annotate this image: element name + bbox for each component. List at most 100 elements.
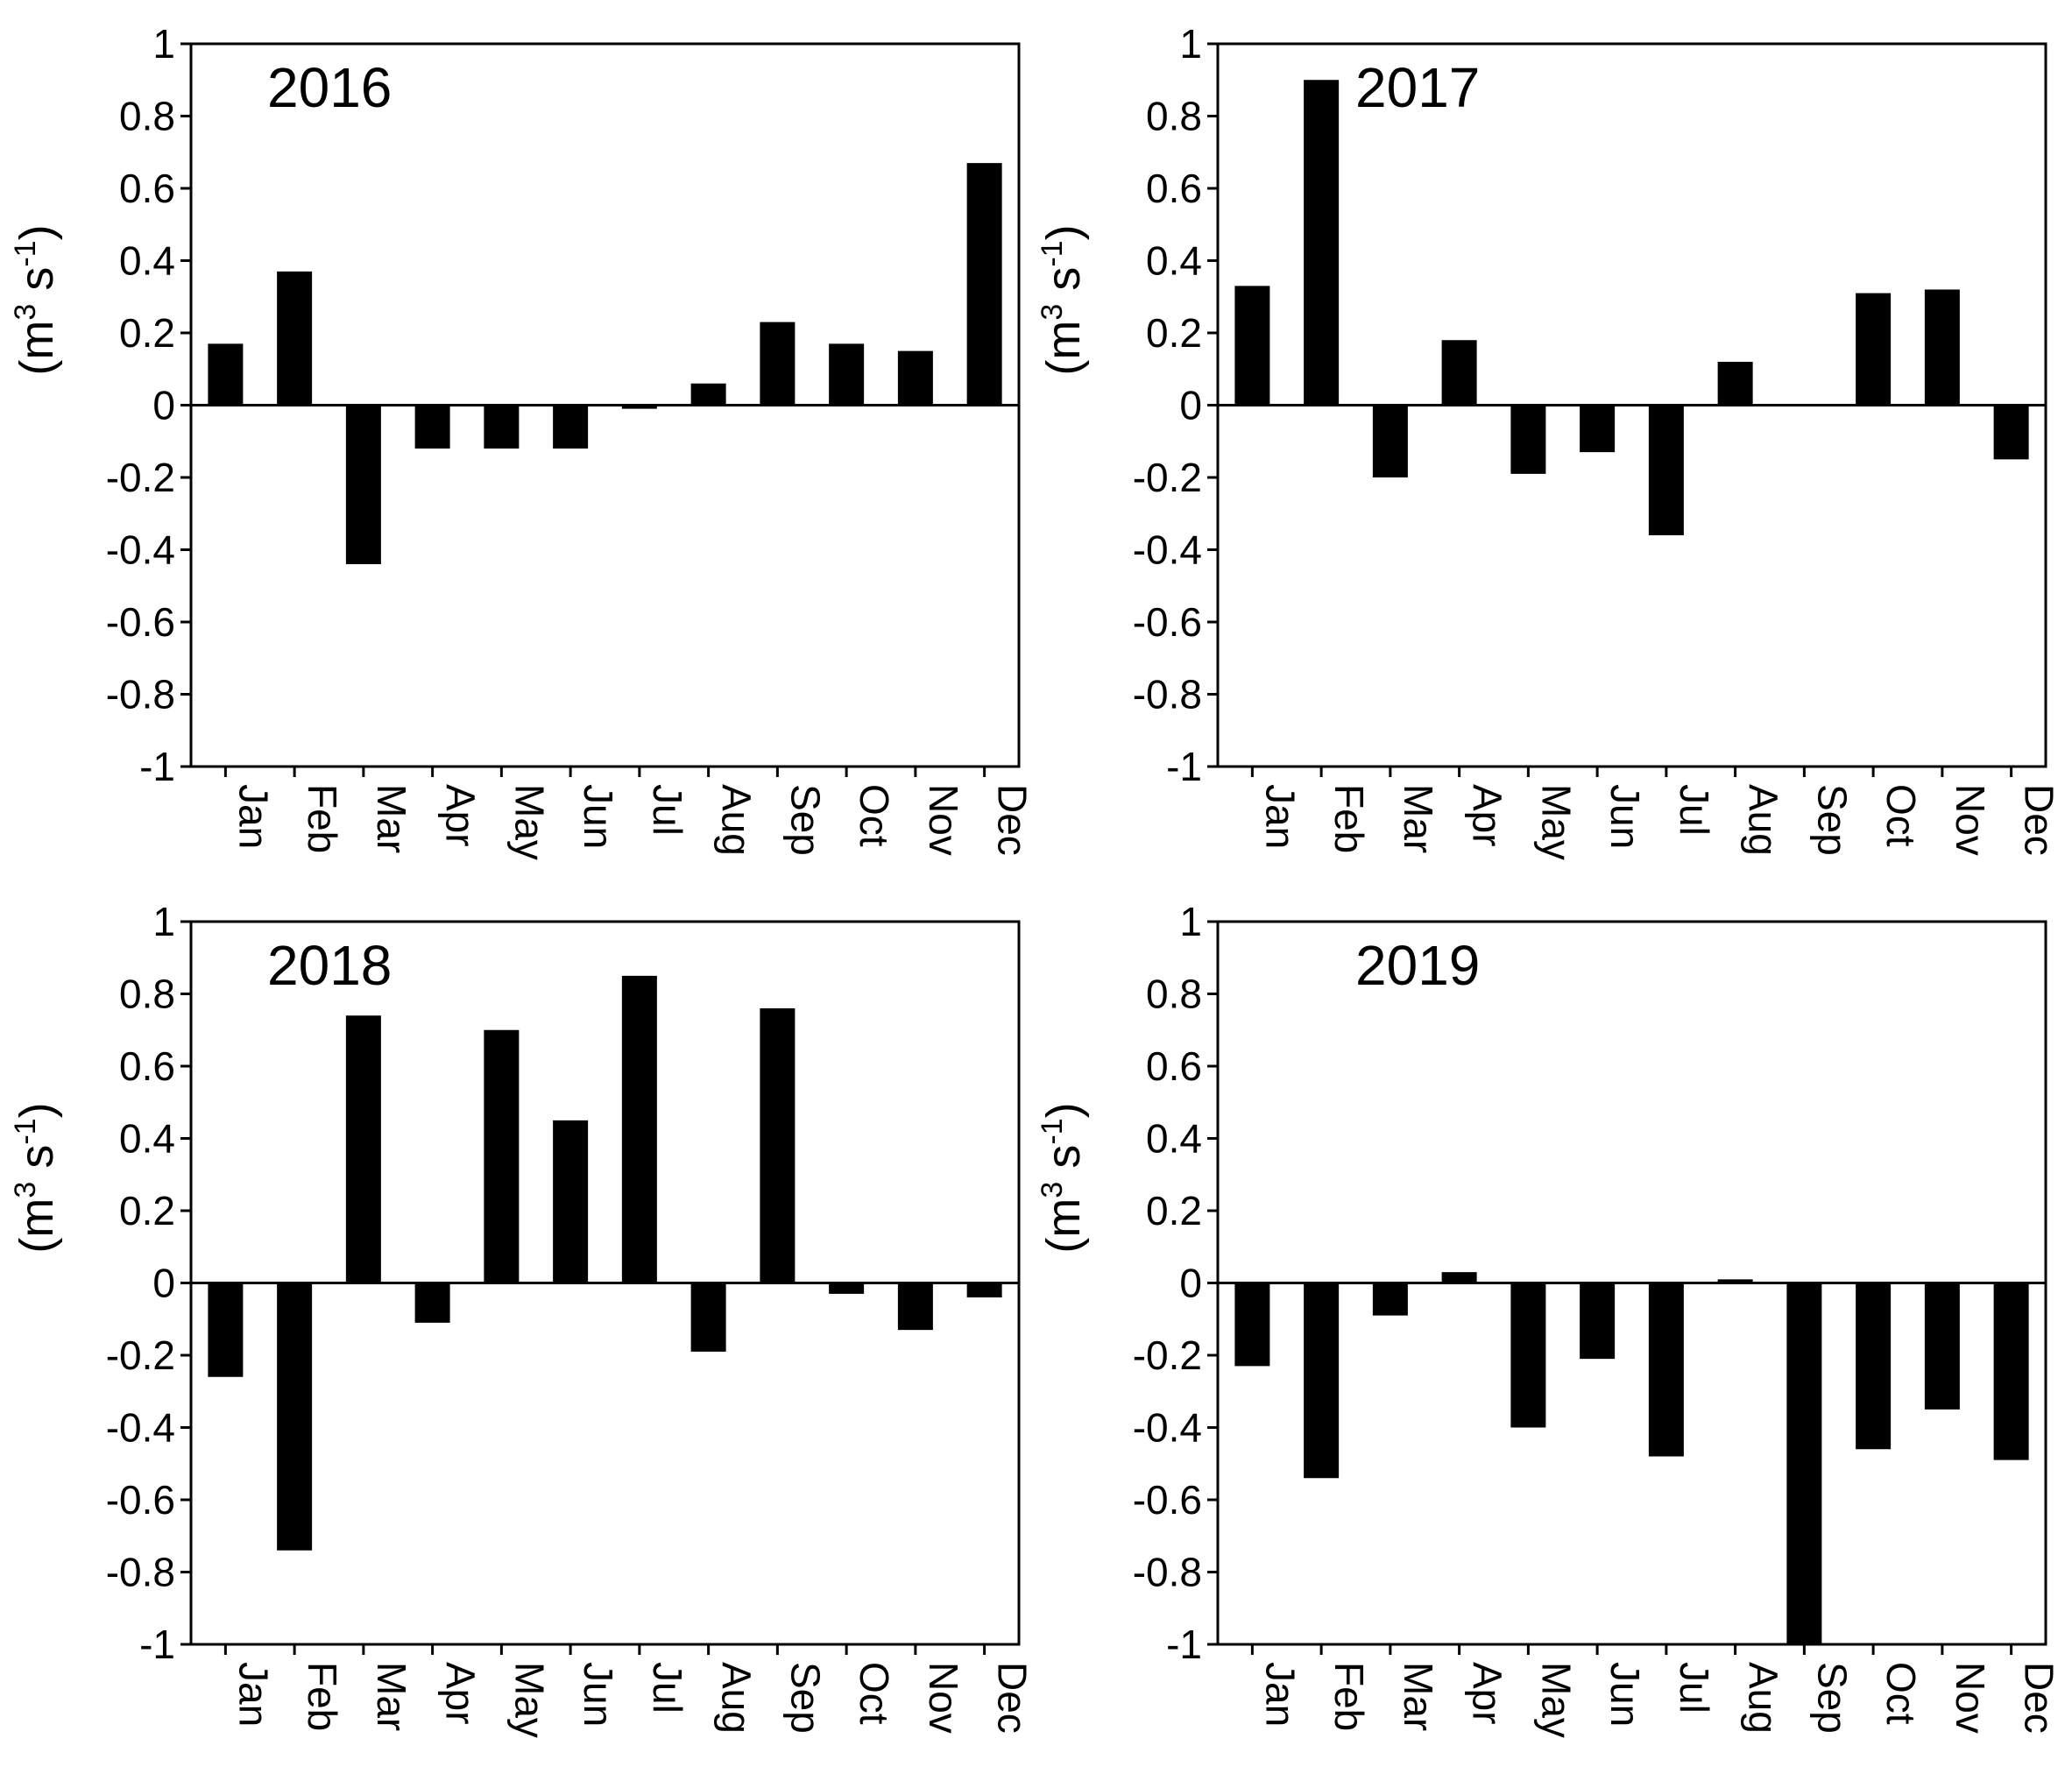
chart-panel-2017: 1 0.8 0.6 0.4 0.2 0 -0.2 -0.4 -0.6 -0.8 -1 Jan Feb Ma… [1036, 21, 2062, 860]
y-tick-label: -0.2 [1133, 455, 1202, 500]
y-axis-label: (m3 s-1) [9, 224, 63, 375]
bar-Dec [1993, 1283, 2029, 1460]
y-tick-label: 0.6 [1146, 1043, 1202, 1089]
y-tick-label: 0.2 [119, 1188, 175, 1233]
y-axis-label-part: (m [1037, 1198, 1090, 1254]
x-tick-label-Feb: Feb [1326, 1662, 1372, 1731]
y-axis-label-superscript: 3 [9, 1182, 42, 1198]
bar-Jan [1234, 1283, 1270, 1367]
y-tick-label: -0.2 [1133, 1332, 1202, 1378]
x-tick-label-Oct: Oct [852, 784, 897, 847]
y-tick-label: 0.8 [1146, 972, 1202, 1017]
y-tick-label: -0.8 [1133, 1550, 1202, 1595]
x-tick-label-Nov: Nov [921, 1662, 966, 1734]
y-tick-label: 0.6 [1146, 166, 1202, 211]
x-tick-label-Aug: Aug [714, 784, 760, 856]
bar-Aug [1717, 1279, 1753, 1283]
y-tick-label: 0 [1179, 1261, 1202, 1306]
y-axis-label: (m3 s-1) [9, 1102, 63, 1253]
y-axis-label-part: ) [1037, 1102, 1090, 1118]
x-tick-label-Apr: Apr [1465, 1662, 1510, 1725]
bar-Apr [414, 1283, 450, 1323]
bar-Sep [760, 322, 796, 406]
y-tick-label: -0.6 [106, 599, 175, 645]
bar-Jun [553, 405, 589, 449]
y-axis-label-part: (m [1037, 321, 1090, 376]
y-tick-label: -0.8 [1133, 672, 1202, 717]
y-tick-label: -0.6 [1133, 1477, 1202, 1523]
bar-Feb [1304, 80, 1340, 406]
bar-Nov [897, 350, 933, 406]
bar-Jan [1234, 286, 1270, 406]
x-tick-label-Sep: Sep [1809, 1662, 1855, 1734]
x-tick-label-Dec: Dec [2017, 1662, 2062, 1734]
x-tick-label-Jan: Jan [230, 784, 276, 849]
y-axis-label-part: ) [1037, 224, 1090, 240]
x-tick-label-Apr: Apr [1465, 784, 1510, 847]
bar-Jan [208, 1283, 244, 1377]
x-tick-label-Apr: Apr [438, 1662, 484, 1725]
x-tick-label-Nov: Nov [1948, 784, 1993, 856]
y-tick-label: -0.4 [106, 527, 175, 573]
bar-Oct [829, 1283, 865, 1294]
x-tick-label-Oct: Oct [1878, 784, 1924, 847]
y-axis-label-part: s [1037, 267, 1090, 304]
bar-May [1510, 1283, 1546, 1428]
x-tick-label-Dec: Dec [990, 784, 1036, 856]
bar-Sep [1786, 1283, 1822, 1644]
y-axis-label: (m3 s-1) [1036, 1102, 1090, 1253]
x-tick-label-Feb: Feb [1326, 784, 1372, 853]
y-axis-label-superscript: -1 [1036, 1118, 1069, 1144]
y-tick-label: 0.6 [119, 1043, 175, 1089]
chart-panel-2016: 1 0.8 0.6 0.4 0.2 0 -0.2 -0.4 -0.6 -0.8 -1 Jan Feb Ma… [9, 21, 1036, 860]
x-tick-label-May: May [506, 784, 552, 860]
y-axis-label-superscript: 3 [1036, 1182, 1069, 1198]
x-tick-label-Aug: Aug [1741, 784, 1786, 856]
y-tick-label: 0.2 [1146, 310, 1202, 356]
x-tick-label-Oct: Oct [852, 1662, 897, 1725]
bar-Oct [1856, 293, 1892, 406]
y-tick-label: 0.2 [1146, 1188, 1202, 1233]
x-tick-label-Aug: Aug [714, 1662, 760, 1734]
bar-Aug [690, 1283, 726, 1352]
x-tick-label-Mar: Mar [1396, 784, 1441, 853]
y-tick-label: 0.4 [119, 1116, 175, 1162]
x-tick-label-May: May [506, 1662, 552, 1738]
y-tick-label: -0.4 [1133, 527, 1202, 573]
y-axis-label-part: s [1037, 1145, 1090, 1182]
x-tick-label-Jun: Jun [1602, 784, 1648, 849]
y-tick-label: 0 [152, 383, 175, 428]
panel-title: 2016 [267, 56, 392, 119]
x-tick-label-Mar: Mar [369, 784, 414, 853]
y-tick-label: 0.4 [119, 238, 175, 284]
x-tick-label-Nov: Nov [1948, 1662, 1993, 1734]
y-tick-label: -0.2 [106, 455, 175, 500]
y-tick-label: -1 [1166, 744, 1202, 789]
x-tick-label-Jul: Jul [1672, 784, 1717, 836]
y-tick-label: -0.8 [106, 1550, 175, 1595]
x-tick-label-May: May [1533, 1662, 1579, 1738]
x-tick-label-Jul: Jul [645, 1662, 690, 1714]
bar-Nov [1924, 1283, 1960, 1410]
bar-Sep [760, 1008, 796, 1283]
bar-Dec [1993, 405, 2029, 460]
bar-Feb [1304, 1283, 1340, 1479]
bar-Mar [345, 405, 381, 564]
bar-Jan [208, 343, 244, 406]
bar-Mar [345, 1015, 381, 1283]
y-axis-label-part: ) [11, 224, 63, 240]
y-axis-label-part: s [11, 1145, 63, 1182]
y-axis-label-part: ) [11, 1102, 63, 1118]
x-tick-label-Jan: Jan [1257, 784, 1303, 849]
y-tick-label: -0.2 [106, 1332, 175, 1378]
bar-Mar [1372, 405, 1408, 477]
y-axis-label-superscript: -1 [9, 240, 42, 266]
chart-panel-2019: 1 0.8 0.6 0.4 0.2 0 -0.2 -0.4 -0.6 -0.8 -1 Jan Feb Ma… [1036, 899, 2062, 1738]
bar-Jun [1580, 405, 1616, 453]
y-tick-label: 0.4 [1146, 238, 1202, 284]
y-tick-label: 1 [152, 899, 175, 944]
y-tick-label: 1 [1179, 21, 1202, 67]
chart-panel-2018: 1 0.8 0.6 0.4 0.2 0 -0.2 -0.4 -0.6 -0.8 -1 Jan Feb Ma… [9, 899, 1036, 1738]
y-axis-label-part: (m [11, 321, 63, 376]
y-tick-label: 0 [152, 1261, 175, 1306]
